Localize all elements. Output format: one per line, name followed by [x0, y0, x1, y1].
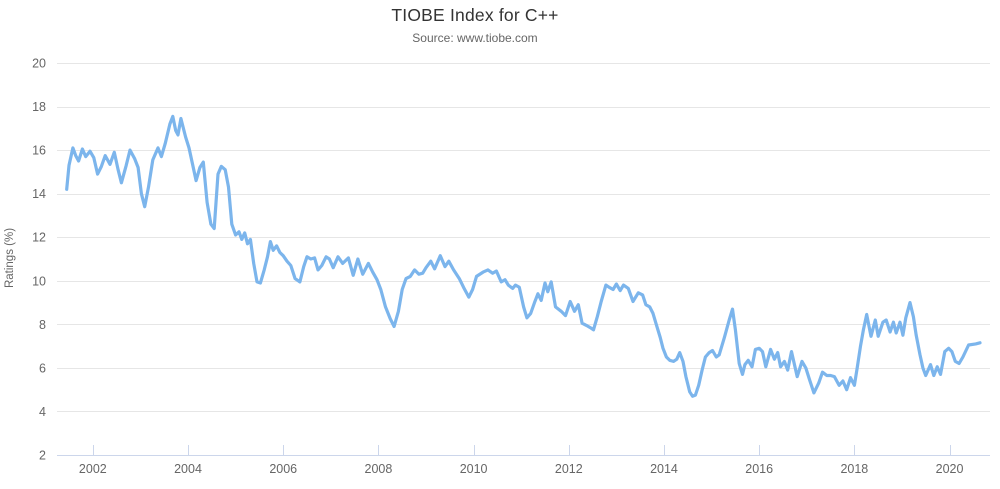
x-axis-label: 2010 — [460, 462, 488, 476]
x-axis-label: 2006 — [269, 462, 297, 476]
y-axis-label: 8 — [39, 318, 46, 332]
x-axis-label: 2012 — [555, 462, 583, 476]
y-axis-label: 20 — [32, 57, 46, 71]
x-axis-label: 2018 — [840, 462, 868, 476]
y-axis-label: 6 — [39, 361, 46, 375]
x-axis-label: 2004 — [174, 462, 202, 476]
x-axis-label: 2016 — [745, 462, 773, 476]
chart-subtitle: Source: www.tiobe.com — [412, 31, 538, 45]
chart-title: TIOBE Index for C++ — [391, 5, 559, 25]
x-axis-label: 2020 — [936, 462, 964, 476]
x-axis-label: 2002 — [79, 462, 107, 476]
y-axis-label: 16 — [32, 144, 46, 158]
x-axis-label: 2008 — [365, 462, 393, 476]
series-line-C++[interactable] — [65, 114, 982, 398]
y-axis-label: 12 — [32, 231, 46, 245]
y-axis-label: 14 — [32, 187, 46, 201]
y-axis-label: 10 — [32, 274, 46, 288]
y-axis-label: 2 — [39, 449, 46, 463]
y-axis-label: 4 — [39, 405, 46, 419]
x-axis-label: 2014 — [650, 462, 678, 476]
y-axis-label: 18 — [32, 100, 46, 114]
